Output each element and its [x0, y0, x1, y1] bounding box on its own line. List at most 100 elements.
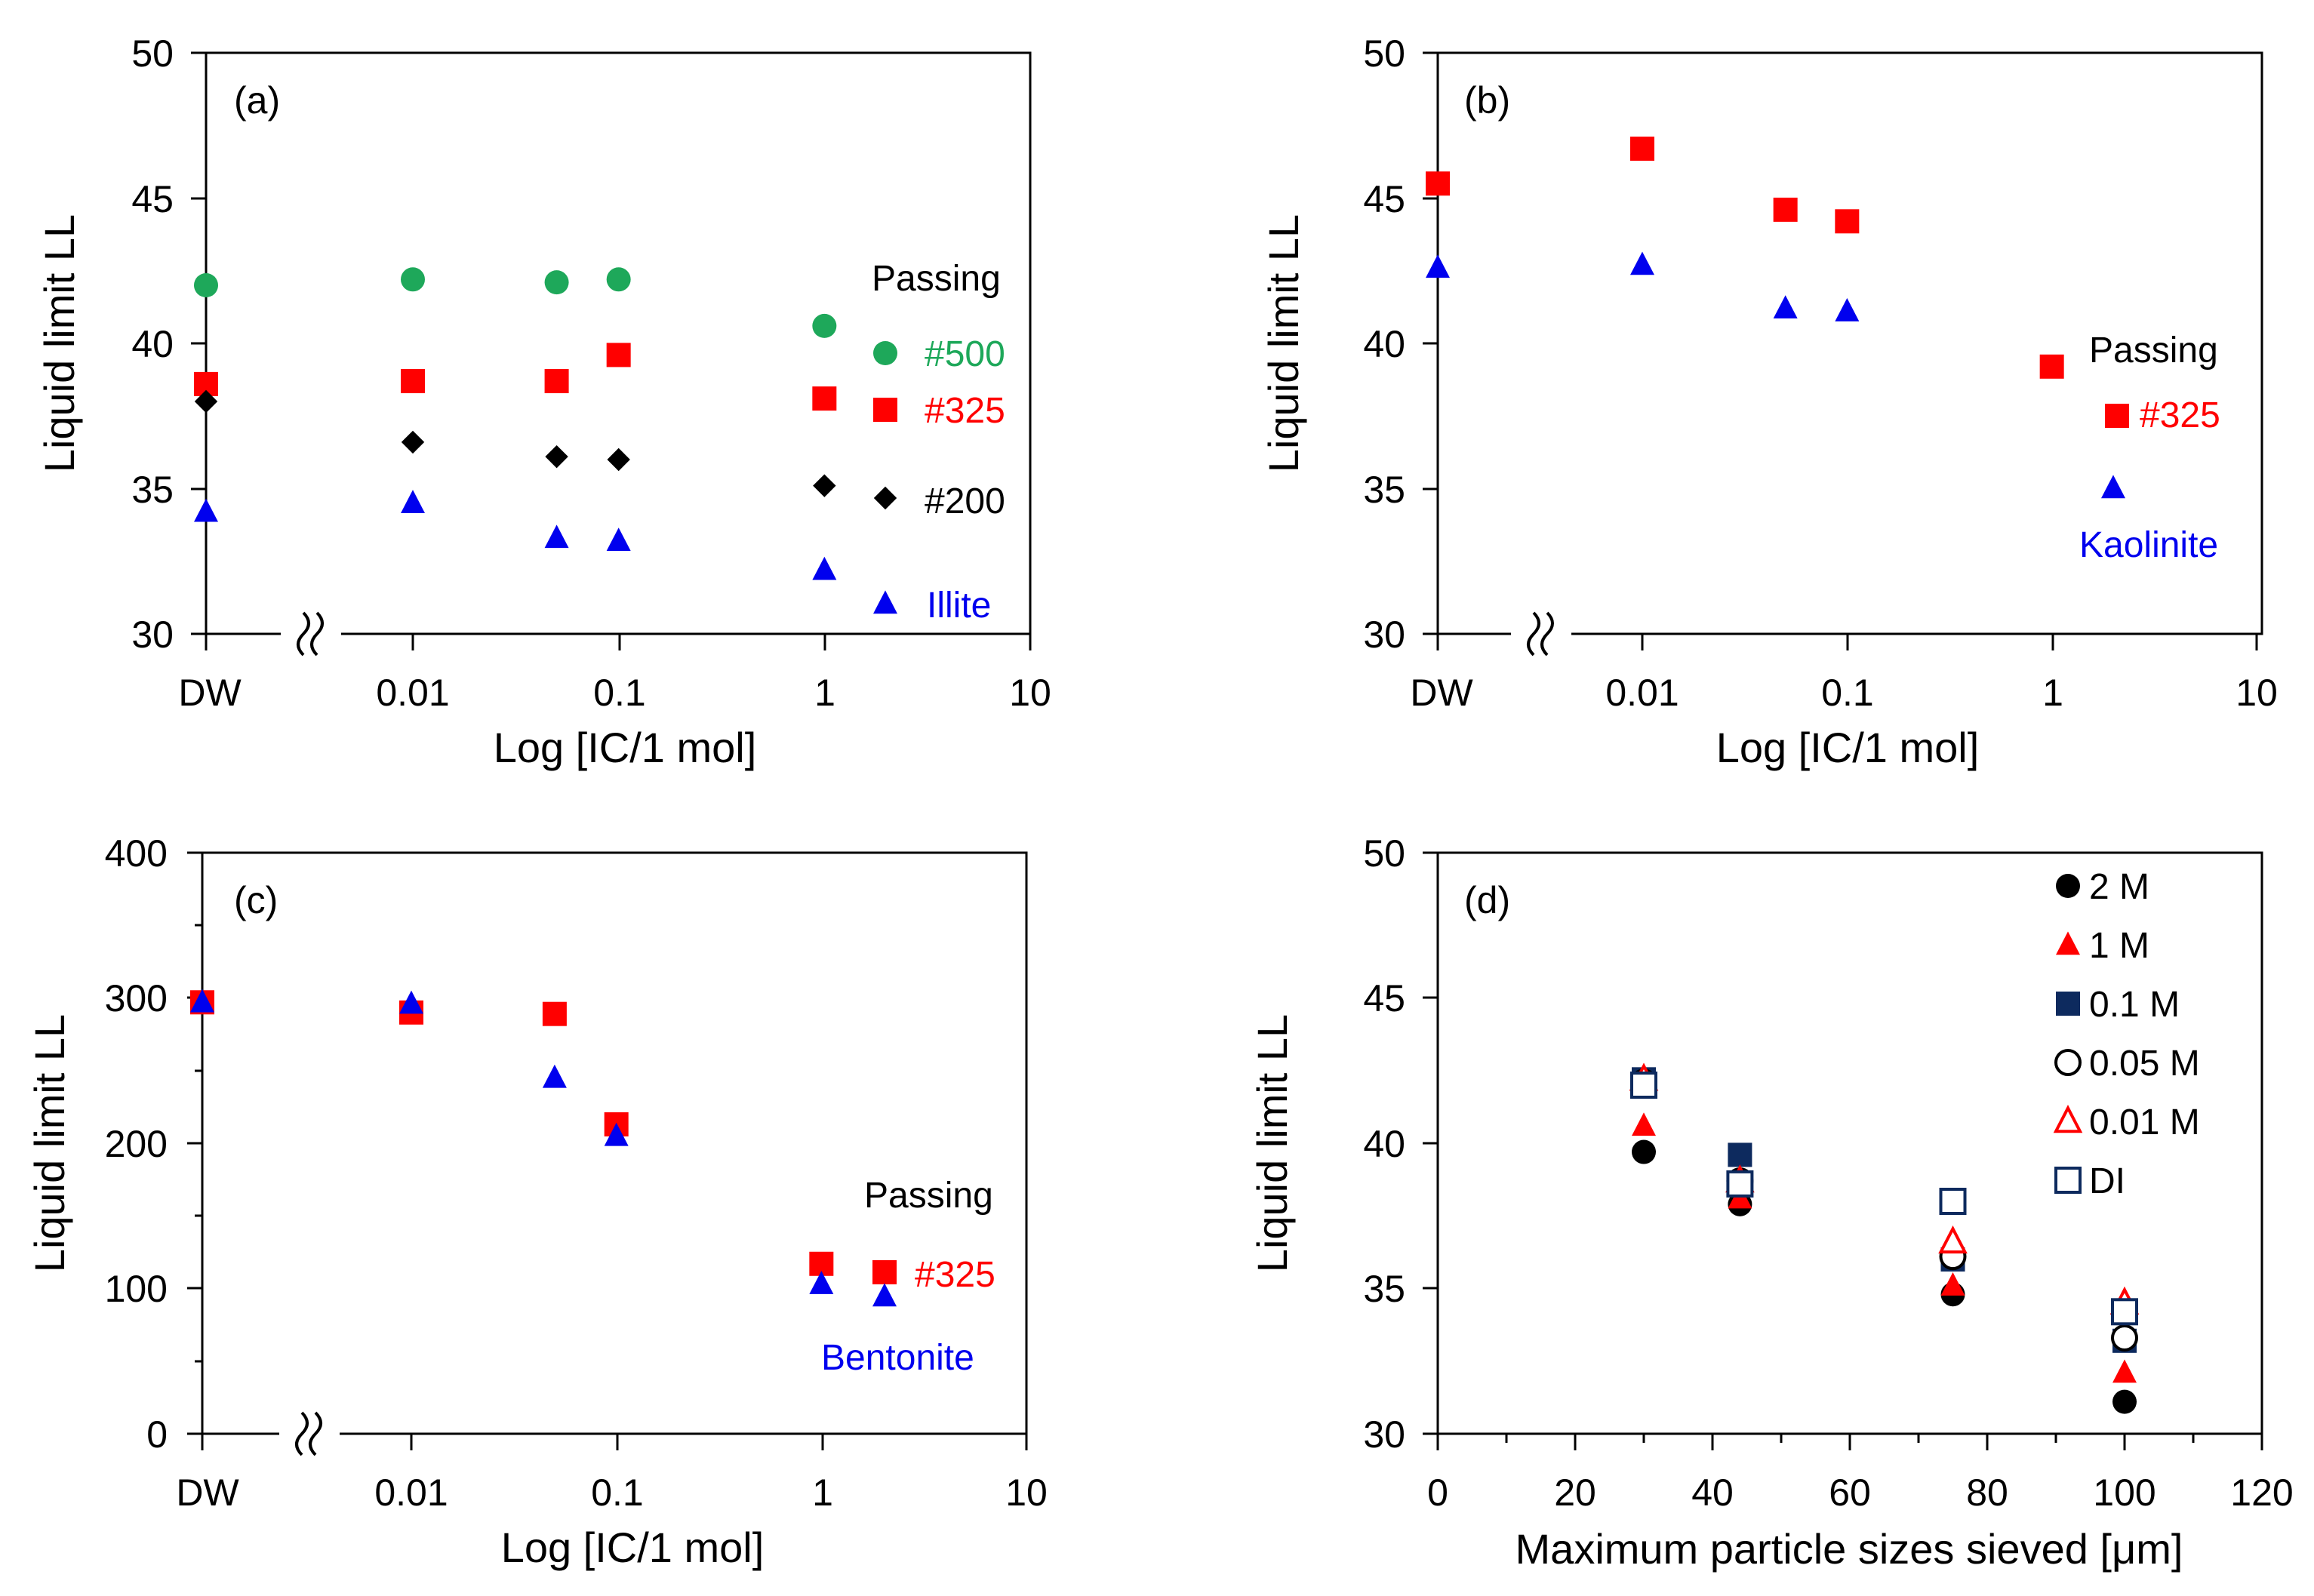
panel-a-axis-break	[281, 611, 341, 657]
panel-a-ytick-label: 40	[131, 323, 174, 365]
legend-marker-4	[2053, 1105, 2083, 1133]
panel-a-legend-200: #200	[925, 481, 1005, 521]
panel-d-x-ticks: 0 20 40 60 80 100 120	[1427, 1434, 2294, 1514]
panel-a-legend-200-marker	[873, 486, 897, 510]
data-point-d-001m	[1938, 1225, 1968, 1254]
panel-c-legend-title: Passing	[864, 1176, 993, 1216]
data-point-a-illite	[401, 490, 425, 513]
panel-d-xtick-label: 80	[1966, 1471, 2008, 1514]
panel-a-legend-500-marker	[873, 341, 897, 365]
data-point-a-200	[813, 474, 836, 497]
panel-a-legend-325: #325	[925, 391, 1005, 431]
panel-a-ytick-label: 35	[131, 469, 174, 511]
data-point-b-325	[1773, 197, 1798, 222]
data-point-d-2m	[2112, 1389, 2137, 1414]
panel-a-xlabel: Log [IC/1 mol]	[494, 724, 757, 771]
panel-a-x-ticks: DW 0.01 0.1 1 10	[178, 634, 1051, 714]
data-point-c-325	[542, 1001, 567, 1026]
data-point-a-200	[194, 389, 218, 414]
panel-b-axis-break	[1511, 611, 1571, 657]
data-point-d-di	[2111, 1298, 2138, 1326]
legend-marker-bentonite	[872, 1283, 897, 1307]
panel-a-xtick-label: DW	[178, 672, 242, 714]
legend-label-5: DI	[2089, 1161, 2125, 1201]
panel-c-legend-bentonite: Bentonite	[821, 1338, 974, 1378]
legend-marker-0	[2056, 874, 2080, 898]
panel-a-legend-illite: Illite	[927, 586, 991, 626]
panel-b-legend-325: #325	[2140, 395, 2220, 435]
legend-marker-5	[2054, 1167, 2082, 1194]
data-point-a-325	[401, 369, 425, 394]
panel-b-marks	[1426, 137, 2064, 379]
panel-b-ytick-label: 40	[1363, 323, 1405, 365]
data-point-d-di	[1939, 1188, 1967, 1215]
panel-b-xlabel: Log [IC/1 mol]	[1716, 724, 1980, 771]
data-point-b-325	[2039, 354, 2064, 379]
legend-label-2: 0.1 M	[2089, 985, 2180, 1025]
data-point-c-bentonite	[542, 1064, 567, 1088]
data-point-a-500	[401, 267, 425, 292]
panel-c-ylabel: Liquid limit LL	[26, 1014, 73, 1272]
data-point-d-di	[1630, 1072, 1657, 1099]
data-point-a-illite	[194, 498, 218, 522]
panel-c-xtick-label: 0.1	[591, 1471, 644, 1514]
panel-b-legend-325-marker	[2105, 404, 2129, 428]
data-point-c-bentonite	[399, 990, 423, 1014]
panel-a-xtick-label: 0.01	[376, 672, 449, 714]
panel-d: (d) 30 35 40 45 50 0	[1248, 832, 2294, 1573]
data-point-a-325	[544, 369, 569, 394]
legend-marker	[873, 486, 897, 510]
data-point-d-1m	[1632, 1112, 1656, 1136]
panel-b-xtick-label: DW	[1410, 672, 1473, 714]
panel-c-xlabel: Log [IC/1 mol]	[501, 1524, 765, 1571]
panel-d-marks	[1629, 1062, 2140, 1414]
panel-b-legend-kaolinite: Kaolinite	[2079, 525, 2218, 565]
panel-a-legend-500: #500	[925, 334, 1005, 374]
panel-a-legend-illite-marker	[873, 590, 897, 614]
legend-marker-1	[2056, 931, 2080, 955]
data-point-a-500	[544, 270, 569, 295]
panel-b-y-ticks: 30 35 40 45 50	[1363, 32, 1438, 656]
panel-b-legend-kaolinite-marker	[2101, 475, 2125, 499]
panel-b-xtick-label: 0.01	[1605, 672, 1679, 714]
legend-label-3: 0.05 M	[2089, 1044, 2200, 1084]
data-point-c-bentonite	[809, 1271, 834, 1294]
panel-d-legend: 2 M 1 M 0.1 M 0.05 M 0.01 M DI	[2053, 867, 2200, 1201]
panel-b-x-ticks: DW 0.01 0.1 1 10	[1410, 634, 2278, 714]
data-point-a-illite	[544, 524, 569, 549]
panel-b-annotations: Passing #325 Kaolinite	[2079, 331, 2220, 565]
panel-a-ytick-label: 50	[131, 32, 174, 75]
panel-b-ylabel: Liquid limit LL	[1260, 214, 1307, 472]
panel-c-ytick-label: 300	[105, 977, 168, 1019]
panel-a-ytick-label: 30	[131, 613, 174, 656]
data-point-a-illite	[606, 527, 631, 551]
panel-d-xtick-label: 0	[1427, 1471, 1448, 1514]
panel-d-xlabel: Maximum particle sizes sieved [μm]	[1515, 1525, 2183, 1573]
panel-b-xtick-label: 1	[2042, 672, 2063, 714]
panel-c-ytick-label: 400	[105, 832, 168, 875]
legend-marker	[873, 398, 897, 422]
panel-d-ytick-label: 40	[1363, 1123, 1405, 1165]
panel-c: (c) 0 100 200 300 400 DW 0.01 0.1	[26, 832, 1048, 1571]
panel-c-xtick-label: DW	[176, 1471, 239, 1514]
panel-d-y-ticks: 30 35 40 45 50	[1363, 832, 1438, 1456]
panel-b-xtick-label: 10	[2236, 672, 2278, 714]
panel-b-ytick-label: 50	[1363, 32, 1405, 75]
panel-a-ytick-label: 45	[131, 178, 174, 220]
panel-c-xtick-label: 0.01	[374, 1471, 448, 1514]
data-point-b-kaolinite	[1426, 254, 1450, 278]
panel-a-legend-325-marker	[873, 398, 897, 422]
data-point-a-325	[812, 386, 837, 411]
panel-c-legend-325: #325	[915, 1255, 995, 1295]
data-point-b-325	[1426, 171, 1450, 196]
panel-b-xtick-label: 0.1	[1821, 672, 1874, 714]
panel-c-ytick-label: 200	[105, 1123, 168, 1165]
panel-d-xtick-label: 120	[2230, 1471, 2293, 1514]
legend-marker-3	[2054, 1049, 2082, 1076]
data-point-d-di	[1726, 1170, 1754, 1198]
panel-b: (b) 30 35 40 45 50 DW 0.01 0.1 1 10	[1260, 32, 2278, 771]
panel-a: (a) 30 35 40 45 50 DW 0.01 0.1 1 10	[35, 32, 1051, 771]
panel-d-ylabel: Liquid limit LL	[1248, 1014, 1296, 1272]
panel-c-xtick-label: 10	[1005, 1471, 1048, 1514]
